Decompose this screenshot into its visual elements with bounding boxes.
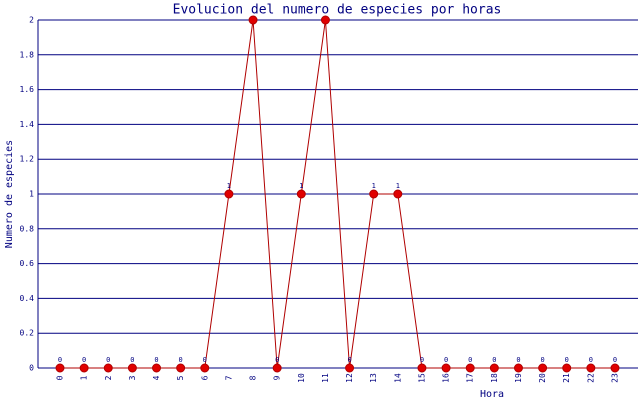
point: [489, 363, 499, 373]
x-tick-label: 8: [249, 375, 258, 380]
point: [152, 363, 162, 373]
x-tick-label: 9: [273, 375, 282, 380]
data-label: 1: [372, 182, 376, 190]
x-tick-label: 6: [200, 375, 209, 380]
x-tick-label: 23: [611, 373, 620, 383]
data-label: 0: [347, 356, 351, 364]
point: [79, 363, 89, 373]
point: [513, 363, 523, 373]
x-axis-label: Hora: [480, 389, 504, 400]
data-label: 0: [130, 356, 134, 364]
point: [296, 189, 306, 199]
data-label: 0: [58, 356, 62, 364]
data-label: 0: [516, 356, 520, 364]
data-label: 1: [227, 182, 231, 190]
point: [369, 189, 379, 199]
y-tick-label: 0: [29, 364, 34, 373]
point: [127, 363, 137, 373]
y-axis-label: Numero de especies: [4, 140, 15, 248]
data-label: 0: [540, 356, 544, 364]
data-label: 0: [444, 356, 448, 364]
point: [610, 363, 620, 373]
x-tick-label: 2: [104, 375, 113, 380]
point: [538, 363, 548, 373]
y-tick-label: 1.2: [20, 155, 35, 164]
x-tick-label: 1: [80, 375, 89, 380]
x-tick-label: 21: [562, 373, 571, 383]
chart-title: Evolucion del numero de especies por hor…: [173, 3, 502, 18]
point: [417, 363, 427, 373]
data-label: 1: [396, 182, 400, 190]
data-label: 0: [275, 356, 279, 364]
x-tick-label: 10: [297, 373, 306, 383]
x-tick-label: 12: [345, 373, 354, 383]
data-label: 0: [106, 356, 110, 364]
x-tick-label: 5: [176, 375, 185, 380]
data-label: 0: [468, 356, 472, 364]
point: [248, 15, 258, 25]
point: [224, 189, 234, 199]
x-tick-label: 0: [56, 375, 65, 380]
x-tick-label: 4: [152, 375, 161, 380]
data-label: 1: [299, 182, 303, 190]
point: [272, 363, 282, 373]
x-tick-label: 7: [224, 375, 233, 380]
data-label: 0: [589, 356, 593, 364]
y-tick-label: 1.4: [20, 120, 35, 129]
point: [393, 189, 403, 199]
data-label: 0: [492, 356, 496, 364]
y-tick-label: 1.8: [20, 50, 35, 59]
point: [176, 363, 186, 373]
data-label: 0: [154, 356, 158, 364]
x-tick-label: 3: [128, 375, 137, 380]
data-label: 0: [82, 356, 86, 364]
x-tick-label: 14: [393, 373, 402, 383]
point: [320, 15, 330, 25]
point: [345, 363, 355, 373]
y-tick-label: 0.4: [20, 294, 35, 303]
y-tick-label: 2: [29, 16, 34, 25]
x-tick-label: 19: [514, 373, 523, 383]
y-tick-label: 0.8: [20, 224, 35, 233]
y-tick-label: 0.2: [20, 329, 35, 338]
point: [562, 363, 572, 373]
x-tick-label: 13: [369, 373, 378, 383]
x-tick-label: 15: [417, 373, 426, 383]
x-tick-label: 22: [586, 373, 595, 383]
y-tick-label: 0.6: [20, 259, 35, 268]
data-label: 0: [179, 356, 183, 364]
y-tick-label: 1.6: [20, 85, 35, 94]
point: [103, 363, 113, 373]
point: [441, 363, 451, 373]
data-label: 0: [420, 356, 424, 364]
point: [200, 363, 210, 373]
data-label: 0: [565, 356, 569, 364]
point: [465, 363, 475, 373]
x-tick-label: 18: [490, 373, 499, 383]
y-tick-label: 1: [29, 190, 34, 199]
data-label: 0: [203, 356, 207, 364]
point: [55, 363, 65, 373]
point: [586, 363, 596, 373]
x-tick-label: 11: [321, 373, 330, 383]
x-tick-label: 16: [442, 373, 451, 383]
x-tick-label: 20: [538, 373, 547, 383]
data-label: 0: [613, 356, 617, 364]
x-tick-label: 17: [466, 373, 475, 383]
